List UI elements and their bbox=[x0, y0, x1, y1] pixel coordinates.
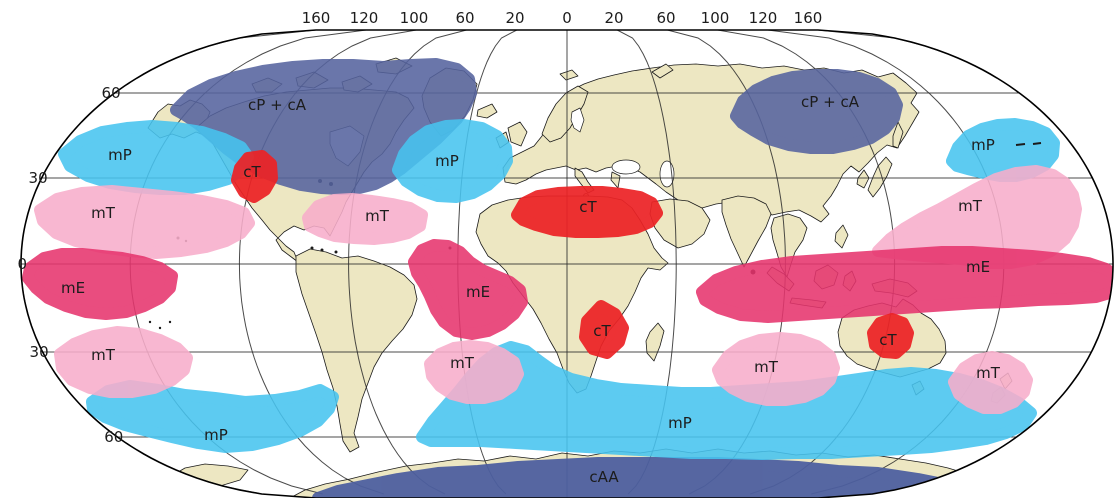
longitude-tick-label: 120 bbox=[749, 9, 778, 27]
air-mass-label: mP bbox=[204, 426, 228, 444]
air-mass-label: mE bbox=[466, 283, 490, 301]
longitude-tick-label: 160 bbox=[794, 9, 823, 27]
longitude-tick-label: 60 bbox=[656, 9, 675, 27]
air-mass-label: mE bbox=[966, 258, 990, 276]
air-mass-ct-sahara bbox=[511, 186, 663, 238]
air-mass-mt-caribbean bbox=[302, 193, 428, 245]
air-mass-label: cT bbox=[593, 322, 611, 340]
air-mass-mt-south-atlantic bbox=[424, 340, 524, 404]
air-mass-mp-north-atlantic bbox=[392, 119, 513, 203]
air-mass-ct-australia bbox=[867, 313, 914, 359]
air-mass-mt-north-pacific bbox=[34, 185, 255, 259]
longitude-tick-label: 100 bbox=[701, 9, 730, 27]
air-mass-mt-south-indian bbox=[712, 332, 840, 406]
air-mass-ct-usa bbox=[231, 150, 278, 203]
map-labels: 160 120 100 60 20 0 20 60 100 120 160 60 30 0 30 60 cP +… bbox=[17, 9, 1000, 486]
air-mass-label: mT bbox=[754, 358, 779, 376]
land-india bbox=[721, 195, 772, 268]
air-mass-label: mT bbox=[958, 197, 983, 215]
longitude-tick-label: 100 bbox=[400, 9, 429, 27]
air-mass-me-atlantic bbox=[408, 239, 528, 340]
air-mass-label: mT bbox=[365, 207, 390, 225]
air-mass-mp-northwest-pacific bbox=[946, 118, 1060, 182]
latitude-tick-label: 0 bbox=[17, 255, 27, 273]
longitude-tick-label: 160 bbox=[302, 9, 331, 27]
air-mass-ct-southern-africa bbox=[579, 300, 629, 359]
land-philippines bbox=[834, 224, 849, 249]
island-dash-1 bbox=[1015, 143, 1026, 146]
air-mass-mp-south-pacific bbox=[86, 380, 339, 453]
map-boundary bbox=[20, 29, 1114, 498]
air-mass-label: mT bbox=[91, 346, 116, 364]
air-mass-label: cT bbox=[879, 331, 897, 349]
longitude-tick-label: 120 bbox=[350, 9, 379, 27]
land-korea bbox=[856, 169, 870, 189]
latitude-tick-label: 30 bbox=[30, 343, 49, 361]
air-mass-label: cAA bbox=[589, 468, 619, 486]
air-mass-regions bbox=[22, 58, 1113, 498]
air-mass-me-east-pacific bbox=[22, 248, 178, 320]
land-svalbard bbox=[559, 69, 579, 81]
air-mass-label: mE bbox=[61, 279, 85, 297]
land-japan bbox=[867, 156, 893, 198]
longitude-tick-label: 20 bbox=[604, 9, 623, 27]
air-mass-label: cP + cA bbox=[248, 96, 307, 114]
air-mass-label: mT bbox=[976, 364, 1001, 382]
air-mass-label: cT bbox=[579, 198, 597, 216]
latitude-tick-label: 60 bbox=[104, 428, 123, 446]
air-mass-label: cT bbox=[243, 163, 261, 181]
air-mass-label: mP bbox=[108, 146, 132, 164]
land-uk bbox=[507, 121, 528, 147]
longitude-tick-label: 60 bbox=[455, 9, 474, 27]
air-mass-label: mT bbox=[450, 354, 475, 372]
land-sakhalin bbox=[892, 121, 904, 149]
land-novaya-zemlya bbox=[651, 63, 674, 79]
air-mass-label: mP bbox=[668, 414, 692, 432]
air-mass-mp-northeast-pacific bbox=[58, 120, 254, 195]
land-scandinavia bbox=[541, 85, 589, 143]
longitude-tick-label: 20 bbox=[505, 9, 524, 27]
baltic-sea bbox=[570, 107, 585, 133]
latitude-tick-label: 60 bbox=[102, 84, 121, 102]
black-sea bbox=[611, 159, 641, 175]
air-mass-label: mT bbox=[91, 204, 116, 222]
air-mass-label: mP bbox=[435, 152, 459, 170]
air-mass-cp-ca-siberia bbox=[730, 69, 903, 154]
air-mass-mt-southwest-pacific bbox=[948, 351, 1033, 414]
air-mass-me-west-pacific bbox=[696, 246, 1113, 323]
air-mass-label: mP bbox=[971, 136, 995, 154]
island-dash-2 bbox=[1032, 142, 1042, 145]
air-mass-label: cP + cA bbox=[801, 93, 860, 111]
air-mass-mt-southeast-pacific bbox=[54, 326, 193, 398]
longitude-tick-label: 0 bbox=[562, 9, 572, 27]
latitude-tick-label: 30 bbox=[29, 169, 48, 187]
land-iceland bbox=[476, 103, 498, 119]
